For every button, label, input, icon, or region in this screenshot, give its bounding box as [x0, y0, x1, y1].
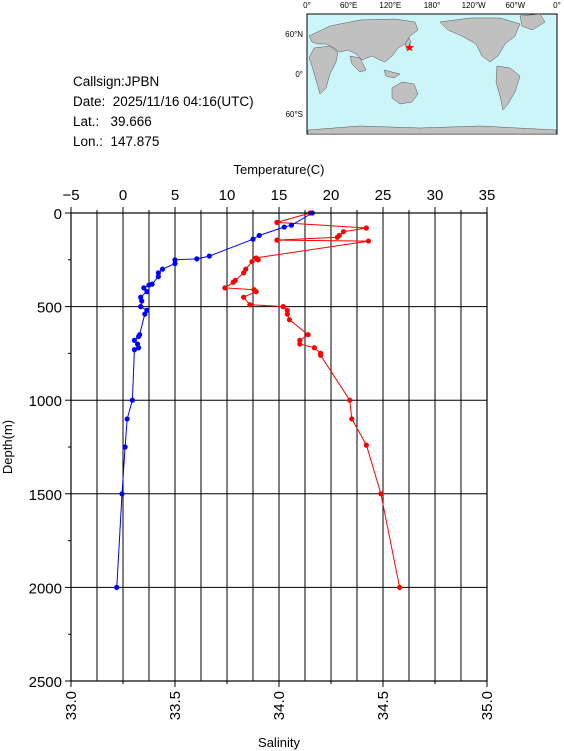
map-lat-label: 60°N — [285, 30, 303, 39]
salinity-point — [363, 442, 369, 448]
temperature-point — [159, 266, 166, 272]
temperature-point — [146, 282, 152, 288]
temperature-point — [144, 289, 150, 295]
temperature-point — [142, 311, 148, 317]
temperature-tick-label: 20 — [323, 187, 340, 204]
salinity-point — [247, 302, 253, 308]
salinity-point — [286, 317, 292, 323]
salinity-point — [249, 259, 255, 265]
salinity-tick-label: 34.0 — [271, 691, 288, 720]
chart-grid — [71, 213, 487, 681]
map-lon-label: 120°W — [462, 1, 487, 10]
temperature-point — [129, 397, 135, 403]
temperature-point — [114, 584, 120, 591]
temperature-point — [122, 444, 128, 450]
salinity-point — [297, 341, 303, 347]
map-lon-label: 60°E — [340, 1, 357, 10]
temperature-tick-label: 0 — [119, 187, 127, 204]
depth-tick-label: 500 — [37, 300, 62, 317]
salinity-tick-label: 34.5 — [375, 691, 392, 720]
map-lon-label: 180° — [424, 1, 441, 10]
map-lat-label: 60°S — [286, 110, 303, 119]
salinity-point — [340, 229, 347, 235]
depth-tick-label: 0 — [54, 206, 62, 223]
depth-tick-label: 2500 — [29, 674, 62, 691]
salinity-point — [318, 352, 324, 358]
temperature-point — [155, 274, 161, 280]
world-map: 0° 60°E 120°E 180° 120°W 60°W 0° 60°N 0° 60°S ★ — [285, 1, 561, 135]
temperature-point — [256, 232, 262, 239]
date-text: Date: 2025/11/16 04:16(UTC) — [73, 94, 254, 109]
salinity-point — [311, 345, 317, 351]
temperature-point — [172, 260, 178, 267]
temperature-axis-title: Temperature(C) — [233, 162, 324, 177]
temperature-tick-label: 25 — [375, 187, 392, 204]
chart-series — [114, 210, 403, 591]
temperature-tick-label: 30 — [427, 187, 444, 204]
salinity-point — [255, 257, 261, 263]
temperature-point — [288, 222, 295, 228]
temperature-point — [141, 285, 147, 291]
salinity-point — [397, 584, 403, 591]
salinity-point — [305, 332, 311, 338]
temperature-point — [124, 416, 130, 422]
map-lon-label: 60°W — [506, 1, 526, 10]
station-marker-icon: ★ — [404, 41, 415, 55]
salinity-tick-label: 33.5 — [167, 691, 184, 720]
temperature-point — [250, 236, 256, 242]
salinity-point — [241, 270, 247, 276]
temperature-point — [119, 491, 125, 497]
map-lon-label: 120°E — [379, 1, 401, 10]
map-lon-label: 0° — [303, 1, 311, 10]
salinity-point — [241, 294, 247, 300]
depth-tick-label: 2000 — [29, 580, 62, 597]
callsign-text: Callsign:JPBN — [73, 74, 160, 89]
salinity-point — [274, 237, 280, 243]
salinity-point — [274, 219, 280, 225]
temperature-point — [138, 304, 144, 310]
map-lon-label: 0° — [553, 1, 561, 10]
salinity-point — [363, 225, 369, 231]
temperature-point — [172, 257, 178, 263]
salinity-point — [284, 307, 290, 313]
salinity-point — [280, 304, 286, 310]
temperature-point — [131, 347, 138, 353]
salinity-point — [334, 234, 340, 240]
salinity-point — [378, 491, 384, 497]
salinity-point — [230, 279, 236, 285]
salinity-point — [284, 311, 290, 317]
salinity-axis-title: Salinity — [258, 735, 300, 750]
salinity-point — [347, 397, 353, 403]
temperature-tick-label: 15 — [271, 187, 288, 204]
depth-tick-label: 1000 — [29, 393, 62, 410]
temperature-point — [131, 337, 138, 343]
depth-tick-label: 1500 — [29, 487, 62, 504]
temperature-point — [155, 270, 161, 276]
temperature-tick-label: 35 — [479, 187, 496, 204]
salinity-point — [222, 285, 228, 291]
temperature-tick-label: −5 — [62, 187, 79, 204]
salinity-tick-label: 35.0 — [479, 691, 496, 720]
temperature-point — [281, 224, 287, 230]
temperature-tick-label: 5 — [171, 187, 179, 204]
map-lat-label: 0° — [295, 70, 303, 79]
temperature-point — [194, 256, 200, 262]
salinity-point — [253, 289, 259, 295]
temperature-point — [136, 333, 142, 340]
temperature-point — [206, 253, 212, 259]
station-info: Callsign:JPBN Date: 2025/11/16 04:16(UTC… — [73, 72, 254, 152]
lat-text: Lat.: 39.666 — [73, 114, 152, 129]
map-land — [307, 13, 557, 135]
salinity-tick-label: 33.0 — [63, 691, 80, 720]
salinity-point — [349, 416, 355, 422]
salinity-point — [297, 337, 303, 343]
temperature-tick-label: 10 — [219, 187, 236, 204]
salinity-point — [365, 238, 372, 244]
depth-axis-title: Depth(m) — [0, 420, 15, 474]
lon-text: Lon.: 147.875 — [73, 134, 160, 149]
temperature-point — [136, 345, 142, 351]
temperature-point — [139, 298, 145, 304]
